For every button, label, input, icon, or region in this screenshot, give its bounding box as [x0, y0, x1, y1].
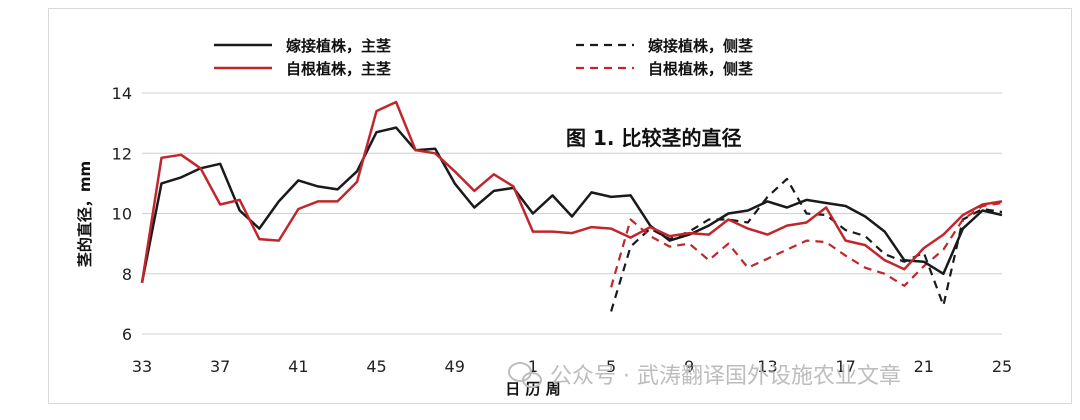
y-tick-label: 14	[112, 84, 132, 103]
chart-frame	[48, 8, 1072, 404]
x-tick-label: 41	[288, 357, 308, 376]
x-tick-label: 37	[210, 357, 230, 376]
series-line-1	[140, 100, 1003, 283]
x-tick-label: 5	[606, 357, 616, 376]
x-tick-label: 9	[684, 357, 694, 376]
watermark-text: 公众号 · 武涛翻译国外设施农业文章	[550, 364, 901, 389]
legend-label-series-3: 自根植株，侧茎	[648, 60, 753, 78]
y-tick-label: 8	[122, 265, 132, 284]
x-axis-label: 日 历 周	[505, 380, 560, 398]
x-tick-label: 45	[366, 357, 386, 376]
series-line-2	[610, 177, 1003, 312]
legend-label-series-0: 嫁接植株，主茎	[285, 37, 391, 55]
legend-label-series-2: 嫁接植株，侧茎	[647, 37, 753, 55]
legend-label-series-1: 自根植株，主茎	[286, 60, 391, 78]
y-tick-label: 6	[122, 325, 132, 344]
x-tick-label: 33	[132, 357, 152, 376]
tick-labels: 6 8 10 12 14 33 37 41 45 49 1 5 9 13 17 21 25	[112, 84, 1013, 376]
x-tick-label: 25	[992, 357, 1012, 376]
watermark: 公众号 · 武涛翻译国外设施农业文章	[508, 362, 901, 389]
x-tick-label: 21	[914, 357, 934, 376]
y-tick-label: 12	[112, 144, 132, 163]
y-tick-label: 10	[112, 205, 132, 224]
gridlines	[142, 92, 1002, 335]
series-lines	[140, 100, 1003, 312]
y-axis-label: 茎的直径，mm	[76, 161, 94, 267]
x-tick-label: 1	[528, 357, 538, 376]
x-tick-label: 13	[757, 357, 777, 376]
x-tick-label: 49	[445, 357, 465, 376]
series-line-3	[610, 201, 1003, 288]
legend: 嫁接植株，主茎 自根植株，主茎 嫁接植株，侧茎 自根植株，侧茎	[214, 37, 753, 78]
x-tick-label: 17	[835, 357, 855, 376]
wechat-icon	[508, 362, 542, 388]
series-line-0	[140, 126, 1003, 284]
chart-title: 图 1. 比较茎的直径	[566, 126, 741, 150]
